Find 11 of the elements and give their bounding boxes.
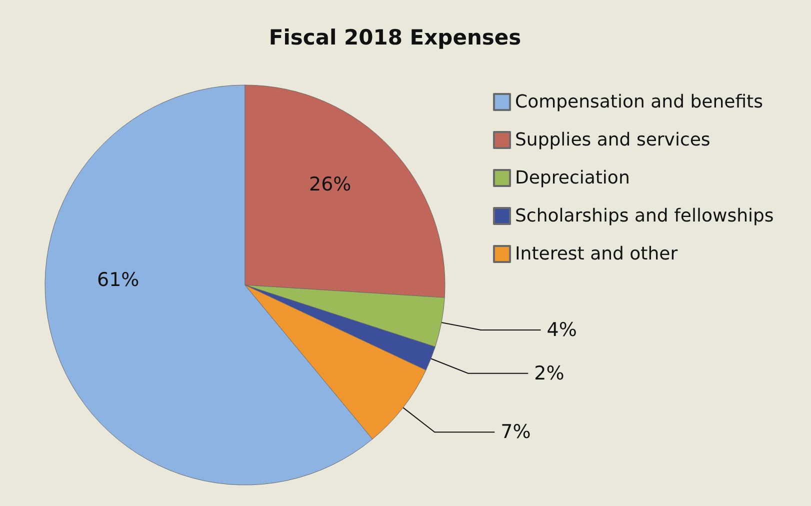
- data-label: 26%: [308, 173, 352, 196]
- data-label: 4%: [546, 318, 577, 341]
- legend-label: Interest and other: [515, 244, 678, 264]
- legend-label: Depreciation: [515, 168, 630, 188]
- data-label: 2%: [534, 362, 564, 384]
- legend-label: Compensation and benefits: [515, 92, 763, 112]
- legend-label: Supplies and services: [515, 130, 710, 150]
- chart-title: Fiscal 2018 Expenses: [268, 26, 522, 50]
- legend-label: Scholarships and fellowships: [515, 206, 774, 226]
- data-label: 7%: [500, 421, 531, 444]
- data-label: 61%: [96, 268, 140, 291]
